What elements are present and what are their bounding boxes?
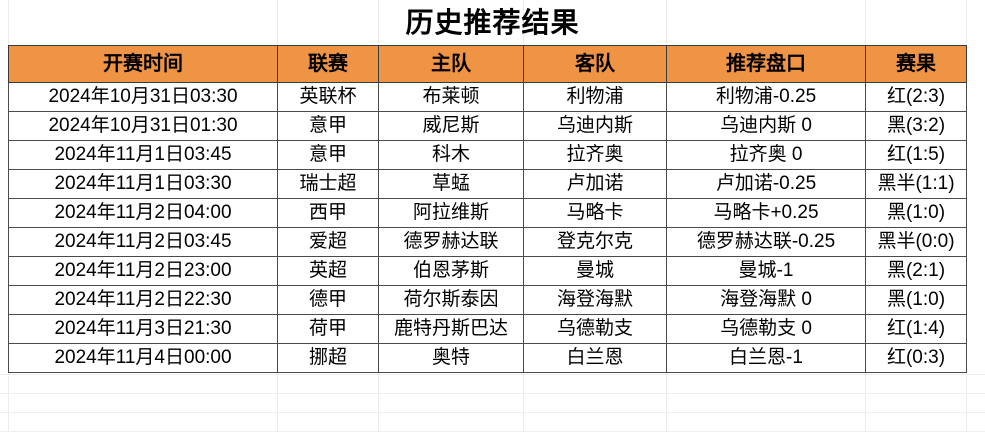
cell-league: 爱超 <box>277 227 379 257</box>
cell-away: 拉齐奥 <box>523 140 667 170</box>
cell-result: 黑(3:2) <box>865 111 967 141</box>
column-header-result[interactable]: 赛果 <box>865 45 967 83</box>
table-row[interactable]: 2024年10月31日03:30 英联杯 布莱顿 利物浦 利物浦-0.25 红(2:3) <box>8 82 967 112</box>
cell-date: 2024年11月2日04:00 <box>8 198 278 228</box>
cell-away: 乌德勒支 <box>523 314 667 344</box>
cell-result: 黑半(1:1) <box>865 169 967 199</box>
cell-league: 瑞士超 <box>277 169 379 199</box>
table-row[interactable]: 2024年10月31日01:30 意甲 威尼斯 乌迪内斯 乌迪内斯 0 黑(3:2) <box>8 111 967 141</box>
cell-date: 2024年11月3日21:30 <box>8 314 278 344</box>
cell-result: 红(0:3) <box>865 343 967 373</box>
cell-away: 乌迪内斯 <box>523 111 667 141</box>
cell-odds: 马略卡+0.25 <box>666 198 866 228</box>
table-row[interactable]: 2024年11月2日04:00 西甲 阿拉维斯 马略卡 马略卡+0.25 黑(1:0) <box>8 198 967 228</box>
table-row[interactable]: 2024年11月1日03:30 瑞士超 草蜢 卢加诺 卢加诺-0.25 黑半(1:1) <box>8 169 967 199</box>
cell-date: 2024年11月1日03:45 <box>8 140 278 170</box>
column-header-odds[interactable]: 推荐盘口 <box>666 45 866 83</box>
cell-result: 红(1:5) <box>865 140 967 170</box>
cell-date: 2024年11月1日03:30 <box>8 169 278 199</box>
cell-league: 意甲 <box>277 111 379 141</box>
cell-home: 鹿特丹斯巴达 <box>378 314 524 344</box>
column-header-home[interactable]: 主队 <box>378 45 524 83</box>
cell-date: 2024年11月2日23:00 <box>8 256 278 286</box>
cell-odds: 利物浦-0.25 <box>666 82 866 112</box>
cell-home: 奥特 <box>378 343 524 373</box>
cell-away: 白兰恩 <box>523 343 667 373</box>
cell-odds: 白兰恩-1 <box>666 343 866 373</box>
table-body: 2024年10月31日03:30 英联杯 布莱顿 利物浦 利物浦-0.25 红(2:3) 2… <box>8 82 967 373</box>
cell-odds: 德罗赫达联-0.25 <box>666 227 866 257</box>
cell-date: 2024年10月31日03:30 <box>8 82 278 112</box>
cell-league: 荷甲 <box>277 314 379 344</box>
cell-result: 红(1:4) <box>865 314 967 344</box>
cell-result: 黑半(0:0) <box>865 227 967 257</box>
page-title: 历史推荐结果 <box>405 7 580 38</box>
cell-date: 2024年11月4日00:00 <box>8 343 278 373</box>
column-header-date[interactable]: 开赛时间 <box>8 45 278 83</box>
history-results-table: 开赛时间 联赛 主队 客队 推荐盘口 赛果 2024年10月31日03:30 英联… <box>8 45 967 373</box>
cell-away: 卢加诺 <box>523 169 667 199</box>
cell-away: 马略卡 <box>523 198 667 228</box>
table-header-row: 开赛时间 联赛 主队 客队 推荐盘口 赛果 <box>8 45 967 83</box>
cell-home: 布莱顿 <box>378 82 524 112</box>
column-header-league[interactable]: 联赛 <box>277 45 379 83</box>
table-row[interactable]: 2024年11月3日21:30 荷甲 鹿特丹斯巴达 乌德勒支 乌德勒支 0 红(1:4) <box>8 314 967 344</box>
cell-away: 曼城 <box>523 256 667 286</box>
cell-result: 红(2:3) <box>865 82 967 112</box>
grid-row-line <box>0 412 985 413</box>
cell-odds: 乌迪内斯 0 <box>666 111 866 141</box>
cell-result: 黑(2:1) <box>865 256 967 286</box>
table-row[interactable]: 2024年11月4日00:00 挪超 奥特 白兰恩 白兰恩-1 红(0:3) <box>8 343 967 373</box>
cell-odds: 海登海默 0 <box>666 285 866 315</box>
cell-result: 黑(1:0) <box>865 285 967 315</box>
cell-away: 登克尔克 <box>523 227 667 257</box>
cell-date: 2024年10月31日01:30 <box>8 111 278 141</box>
cell-home: 威尼斯 <box>378 111 524 141</box>
cell-result: 黑(1:0) <box>865 198 967 228</box>
grid-row-line <box>0 374 985 375</box>
table-row[interactable]: 2024年11月2日22:30 德甲 荷尔斯泰因 海登海默 海登海默 0 黑(1:0) <box>8 285 967 315</box>
table-row[interactable]: 2024年11月2日23:00 英超 伯恩茅斯 曼城 曼城-1 黑(2:1) <box>8 256 967 286</box>
cell-date: 2024年11月2日03:45 <box>8 227 278 257</box>
cell-home: 德罗赫达联 <box>378 227 524 257</box>
cell-league: 挪超 <box>277 343 379 373</box>
table-row[interactable]: 2024年11月2日03:45 爱超 德罗赫达联 登克尔克 德罗赫达联-0.25 黑半(0… <box>8 227 967 257</box>
cell-odds: 拉齐奥 0 <box>666 140 866 170</box>
cell-home: 草蜢 <box>378 169 524 199</box>
table-row[interactable]: 2024年11月1日03:45 意甲 科木 拉齐奥 拉齐奥 0 红(1:5) <box>8 140 967 170</box>
grid-row-line <box>0 393 985 394</box>
cell-home: 阿拉维斯 <box>378 198 524 228</box>
cell-league: 西甲 <box>277 198 379 228</box>
cell-league: 意甲 <box>277 140 379 170</box>
cell-odds: 卢加诺-0.25 <box>666 169 866 199</box>
cell-league: 英联杯 <box>277 82 379 112</box>
column-header-away[interactable]: 客队 <box>523 45 667 83</box>
cell-league: 英超 <box>277 256 379 286</box>
cell-home: 科木 <box>378 140 524 170</box>
cell-away: 海登海默 <box>523 285 667 315</box>
cell-home: 荷尔斯泰因 <box>378 285 524 315</box>
cell-odds: 曼城-1 <box>666 256 866 286</box>
cell-odds: 乌德勒支 0 <box>666 314 866 344</box>
cell-home: 伯恩茅斯 <box>378 256 524 286</box>
cell-away: 利物浦 <box>523 82 667 112</box>
cell-date: 2024年11月2日22:30 <box>8 285 278 315</box>
cell-league: 德甲 <box>277 285 379 315</box>
